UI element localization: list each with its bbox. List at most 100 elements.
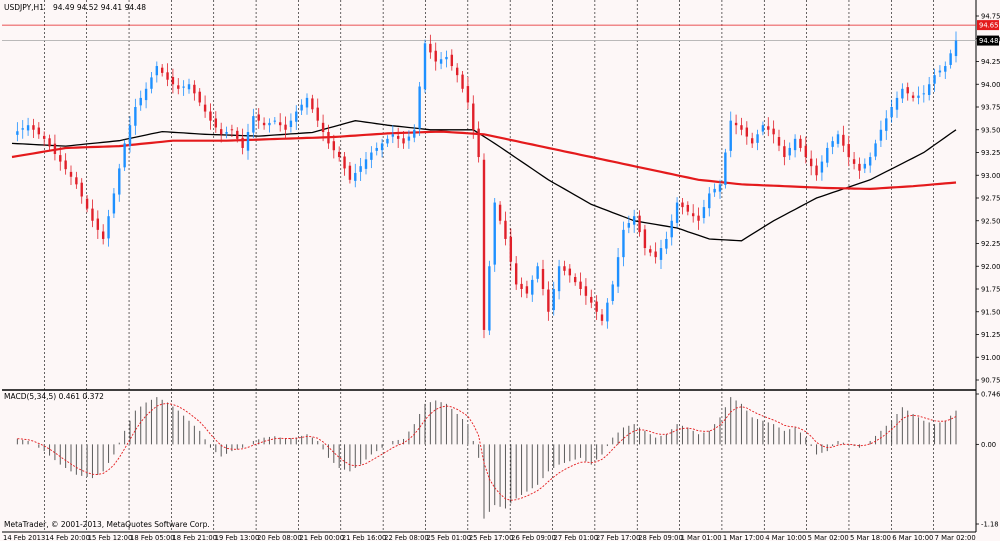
candle: [214, 111, 218, 133]
candle: [847, 135, 850, 167]
candle: [697, 207, 700, 230]
candle: [423, 39, 427, 93]
candle: [498, 201, 502, 225]
candle: [91, 199, 94, 228]
candle: [177, 78, 180, 95]
candle: [541, 259, 545, 296]
candle: [85, 195, 89, 213]
candle: [139, 90, 142, 111]
candle: [209, 103, 212, 130]
candle: [659, 239, 663, 269]
copyright-text: MetaTrader, © 2001-2013, MetaQuotes Soft…: [4, 520, 210, 529]
candle: [622, 221, 625, 267]
x-tick-label: 6 Mar 10:00: [892, 534, 933, 541]
y-tick-label: 94.25: [981, 58, 1000, 66]
candle: [155, 61, 159, 83]
candle: [670, 214, 673, 246]
candle: [563, 260, 566, 276]
candle: [252, 108, 255, 139]
candle: [595, 295, 598, 320]
candle: [327, 124, 330, 149]
x-tick-label: 15 Feb 12:00: [88, 534, 133, 541]
x-tick-label: 18 Feb 05:00: [130, 534, 175, 541]
candle: [815, 158, 818, 181]
candle: [949, 49, 952, 69]
candle: [407, 130, 411, 149]
candle: [305, 93, 309, 115]
x-tick-label: 27 Feb 17:00: [596, 534, 641, 541]
candle: [745, 121, 749, 145]
candle: [557, 259, 561, 300]
candle: [37, 122, 41, 139]
candle: [48, 134, 51, 151]
x-tick-label: 22 Feb 08:00: [384, 534, 429, 541]
candle: [809, 150, 813, 176]
candle: [182, 80, 185, 96]
candle: [118, 163, 121, 202]
candle: [300, 99, 303, 116]
current-price-tag-label: 94.48: [979, 37, 998, 45]
candle: [514, 256, 518, 290]
candle: [756, 129, 759, 151]
candle: [552, 281, 555, 316]
candle: [477, 121, 480, 163]
candle: [842, 125, 845, 153]
candle: [611, 280, 614, 305]
candle: [80, 178, 83, 204]
candle: [337, 146, 341, 162]
candle: [160, 64, 164, 77]
symbol-label: USDJPY,H1: [4, 3, 44, 12]
candle: [531, 275, 534, 302]
x-tick-label: 26 Feb 09:00: [511, 534, 556, 541]
candle: [219, 122, 223, 143]
candle: [654, 242, 657, 264]
x-tick-label: 19 Feb 13:00: [215, 534, 260, 541]
candle: [134, 98, 137, 135]
candle: [246, 123, 250, 160]
x-tick-label: 5 Mar 02:00: [808, 534, 849, 541]
candle: [316, 98, 319, 128]
candle: [96, 210, 100, 239]
candle: [289, 113, 293, 133]
candle: [922, 85, 926, 103]
candle: [627, 215, 631, 234]
candle: [380, 138, 384, 158]
candle: [472, 95, 475, 139]
y-tick-label: 94.00: [981, 81, 1000, 89]
candle: [488, 260, 491, 336]
candle: [112, 187, 116, 219]
candle: [370, 146, 373, 169]
macd-signal-line: [17, 403, 957, 501]
candle: [804, 136, 808, 164]
candle: [863, 158, 867, 174]
candle: [718, 179, 722, 199]
candle: [42, 131, 46, 147]
x-tick-label: 1 Mar 01:00: [681, 534, 722, 541]
candle: [466, 76, 470, 109]
y-tick-label: 92.25: [981, 240, 1000, 248]
candle: [713, 183, 716, 197]
candle: [917, 86, 920, 105]
candle: [396, 127, 400, 148]
candle: [933, 68, 936, 92]
candle: [536, 262, 539, 283]
candle: [520, 277, 523, 298]
candle: [332, 134, 336, 159]
y-tick-label: 92.00: [981, 263, 1000, 271]
y-tick-label: 93.50: [981, 126, 1000, 134]
candle: [761, 121, 765, 136]
current-price-tag: [977, 35, 999, 46]
candle: [858, 157, 861, 179]
candle: [901, 83, 904, 103]
candle: [799, 135, 802, 152]
macd-tick-label: -1.18: [981, 521, 999, 529]
candle: [295, 105, 298, 130]
candle: [386, 135, 389, 148]
candle: [793, 134, 797, 158]
y-tick-label: 92.50: [981, 217, 1000, 225]
candle: [321, 114, 325, 142]
candle: [402, 131, 405, 149]
x-tick-label: 1 Mar 17:00: [723, 534, 764, 541]
x-tick-label: 27 Feb 01:00: [554, 534, 599, 541]
